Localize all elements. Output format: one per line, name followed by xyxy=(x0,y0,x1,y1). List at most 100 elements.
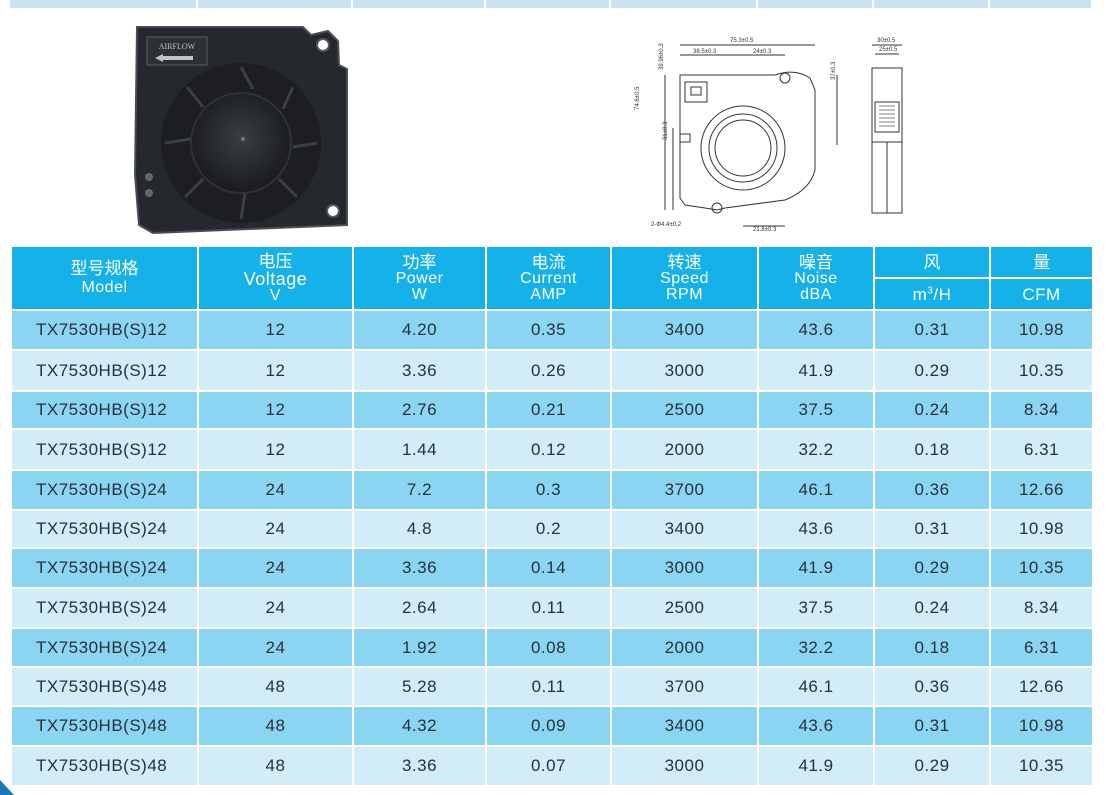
table-row: TX7530HB(S)24 24 1.92 0.08 2000 32.2 0.18 6.31 xyxy=(12,629,1092,666)
cell-model: TX7530HB(S)24 xyxy=(12,549,197,587)
cell-voltage: 12 xyxy=(199,351,352,390)
cell-power: 3.36 xyxy=(354,549,485,587)
header-voltage: 电压 Voltage V xyxy=(199,247,352,309)
dim-hole-offset: 24±0.3 xyxy=(753,49,772,55)
cell-current: 0.11 xyxy=(487,668,610,705)
cell-airflow-cfm: 8.34 xyxy=(991,392,1092,428)
cell-power: 1.92 xyxy=(354,629,485,666)
cell-power: 2.76 xyxy=(354,392,485,428)
cell-current: 0.35 xyxy=(487,311,610,349)
cell-power: 4.32 xyxy=(354,707,485,745)
cell-airflow-m3h: 0.18 xyxy=(875,430,989,469)
cell-current: 0.2 xyxy=(487,511,610,547)
dim-center-x: 38.5±0.3 xyxy=(693,49,717,55)
table-row: TX7530HB(S)24 24 4.8 0.2 3400 43.6 0.31 10.98 xyxy=(12,511,1092,547)
table-row: TX7530HB(S)12 12 1.44 0.12 2000 32.2 0.18 6.31 xyxy=(12,430,1092,469)
cell-airflow-cfm: 10.98 xyxy=(991,707,1092,745)
cell-airflow-cfm: 10.35 xyxy=(991,747,1092,785)
table-row: TX7530HB(S)12 12 2.76 0.21 2500 37.5 0.24 8.34 xyxy=(12,392,1092,428)
table-row: TX7530HB(S)12 12 4.20 0.35 3400 43.6 0.31 10.98 xyxy=(12,311,1092,349)
cell-noise: 46.1 xyxy=(759,668,873,705)
table-row: TX7530HB(S)24 24 2.64 0.11 2500 37.5 0.24 8.34 xyxy=(12,589,1092,627)
cell-speed: 2500 xyxy=(612,392,757,428)
header-speed: 转速 Speed RPM xyxy=(612,247,757,309)
airflow-label: AIRFLOW xyxy=(159,42,196,51)
spec-table: 型号规格 Model 电压 Voltage V 功率 Power W 电流 Cu… xyxy=(10,245,1094,787)
cell-noise: 37.5 xyxy=(759,589,873,627)
cell-airflow-cfm: 12.66 xyxy=(991,471,1092,509)
cell-airflow-cfm: 10.35 xyxy=(991,351,1092,390)
cell-airflow-m3h: 0.18 xyxy=(875,629,989,666)
cell-speed: 3000 xyxy=(612,747,757,785)
blower-fan-photo: AIRFLOW xyxy=(133,26,348,235)
corner-accent xyxy=(0,780,14,795)
cell-airflow-m3h: 0.36 xyxy=(875,668,989,705)
dim-right-height: 37±0.3 xyxy=(831,61,837,80)
cell-power: 3.36 xyxy=(354,747,485,785)
cell-airflow-cfm: 8.34 xyxy=(991,589,1092,627)
cell-voltage: 24 xyxy=(199,511,352,547)
cell-voltage: 48 xyxy=(199,747,352,785)
table-row: TX7530HB(S)24 24 7.2 0.3 3700 46.1 0.36 12.66 xyxy=(12,471,1092,509)
cell-power: 3.36 xyxy=(354,351,485,390)
dim-bottom-offset: 21.8±0.3 xyxy=(753,227,777,233)
cell-model: TX7530HB(S)24 xyxy=(12,471,197,509)
cell-airflow-m3h: 0.31 xyxy=(875,311,989,349)
cell-model: TX7530HB(S)12 xyxy=(12,311,197,349)
dim-overall-width: 75.3±0.5 xyxy=(730,38,754,44)
header-noise: 噪音 Noise dBA xyxy=(759,247,873,309)
header-air: 风 xyxy=(875,247,989,277)
table-row: TX7530HB(S)48 48 4.32 0.09 3400 43.6 0.31 10.98 xyxy=(12,707,1092,745)
cell-current: 0.14 xyxy=(487,549,610,587)
cell-voltage: 48 xyxy=(199,668,352,705)
cell-speed: 3000 xyxy=(612,351,757,390)
cell-voltage: 24 xyxy=(199,629,352,666)
header-m3h: m3/H xyxy=(875,279,989,309)
cell-model: TX7530HB(S)24 xyxy=(12,511,197,547)
cell-speed: 3400 xyxy=(612,707,757,745)
cell-speed: 2000 xyxy=(612,430,757,469)
cell-current: 0.07 xyxy=(487,747,610,785)
cell-noise: 43.6 xyxy=(759,511,873,547)
cell-airflow-m3h: 0.29 xyxy=(875,549,989,587)
cell-power: 2.64 xyxy=(354,589,485,627)
cell-voltage: 12 xyxy=(199,311,352,349)
cell-model: TX7530HB(S)12 xyxy=(12,430,197,469)
cell-noise: 41.9 xyxy=(759,747,873,785)
cell-voltage: 48 xyxy=(199,707,352,745)
cell-noise: 46.1 xyxy=(759,471,873,509)
cell-noise: 32.2 xyxy=(759,430,873,469)
cell-airflow-m3h: 0.31 xyxy=(875,511,989,547)
cell-airflow-cfm: 10.98 xyxy=(991,311,1092,349)
cell-power: 5.28 xyxy=(354,668,485,705)
cell-noise: 37.5 xyxy=(759,392,873,428)
cell-speed: 3700 xyxy=(612,668,757,705)
header-cfm: CFM xyxy=(991,279,1092,309)
cell-airflow-cfm: 12.66 xyxy=(991,668,1092,705)
cell-speed: 3000 xyxy=(612,549,757,587)
cell-current: 0.09 xyxy=(487,707,610,745)
dim-overall-height: 74.6±0.5 xyxy=(635,86,641,110)
cell-airflow-m3h: 0.31 xyxy=(875,707,989,745)
cell-current: 0.26 xyxy=(487,351,610,390)
cell-voltage: 24 xyxy=(199,549,352,587)
header-model: 型号规格 Model xyxy=(12,247,197,309)
cell-power: 7.2 xyxy=(354,471,485,509)
cell-voltage: 12 xyxy=(199,392,352,428)
cell-voltage: 12 xyxy=(199,430,352,469)
cell-power: 4.8 xyxy=(354,511,485,547)
cell-current: 0.21 xyxy=(487,392,610,428)
spec-table-body: TX7530HB(S)12 12 4.20 0.35 3400 43.6 0.31 10.98… xyxy=(12,311,1092,785)
table-row: TX7530HB(S)48 48 5.28 0.11 3700 46.1 0.36 12.66 xyxy=(12,668,1092,705)
cell-airflow-cfm: 10.35 xyxy=(991,549,1092,587)
cell-speed: 2500 xyxy=(612,589,757,627)
cell-airflow-m3h: 0.29 xyxy=(875,747,989,785)
cell-airflow-cfm: 6.31 xyxy=(991,629,1092,666)
dim-outlet-top: 39.96±0.3 xyxy=(659,43,665,70)
cell-model: TX7530HB(S)24 xyxy=(12,589,197,627)
cell-airflow-m3h: 0.24 xyxy=(875,589,989,627)
cell-speed: 3400 xyxy=(612,511,757,547)
dim-depth: 30±0.5 xyxy=(877,38,896,44)
table-row: TX7530HB(S)12 12 3.36 0.26 3000 41.9 0.29 10.35 xyxy=(12,351,1092,390)
cell-power: 4.20 xyxy=(354,311,485,349)
